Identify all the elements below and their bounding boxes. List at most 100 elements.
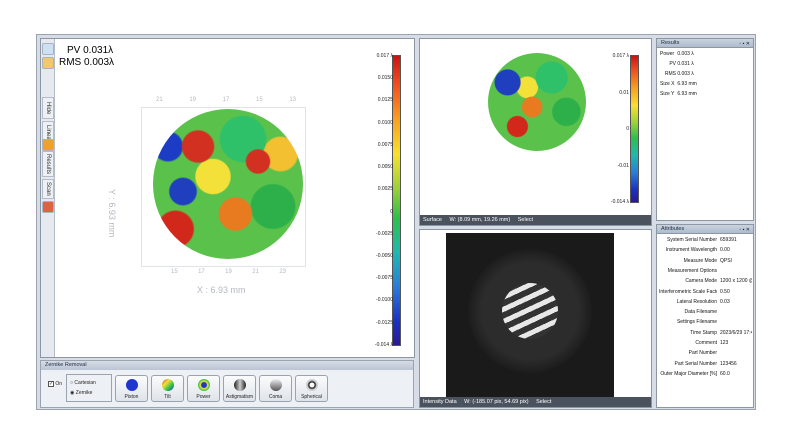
results-header: Results ▫ ▪ ✕ (657, 39, 753, 48)
colorbar-tick: -0.0100 (376, 297, 393, 304)
attribute-value: 123456 (720, 360, 737, 367)
top-tick-labels: 21 19 17 15 13 (156, 97, 296, 103)
colorbar-tick: -0.0050 (376, 252, 393, 259)
colorbar-tick: 0.017 λ (612, 53, 629, 59)
attribute-row: Comment 123 (659, 340, 753, 348)
attribute-label: Instrument Wavelength (665, 247, 717, 254)
rms-value: RMS 0.003λ (59, 57, 115, 68)
colorbar-tick: 0.0150 (377, 75, 393, 82)
result-unit: mm (688, 91, 697, 97)
attribute-label: Measure Mode (683, 257, 717, 264)
bottom-tick-labels: 15 17 19 21 23 (171, 269, 286, 275)
tilt-icon (162, 379, 174, 391)
small-colorbar (630, 55, 639, 203)
colorbar-tick: 0.0075 (377, 141, 393, 148)
colorbar-tick: 0 (390, 208, 393, 215)
zernike-radio[interactable]: ◉ Zernike (70, 390, 93, 396)
piston-label: Piston (124, 394, 139, 400)
attribute-label: Lateral Resolution (676, 298, 717, 305)
view-tool-icon[interactable] (42, 43, 54, 55)
colorbar-tick: 0.0125 (377, 97, 393, 104)
attribute-label: Comment (695, 340, 717, 346)
surface-3d-panel[interactable]: Hide Linear Results Scan PV 0.031λ RMS 0… (40, 38, 415, 358)
tab-hide[interactable]: Hide (42, 97, 54, 119)
chart-tool-icon[interactable] (42, 201, 54, 213)
status-mode: Select (517, 217, 534, 223)
power-button[interactable]: Power (187, 375, 220, 402)
colorbar-tick: 0.0100 (377, 119, 393, 126)
pv-value: PV 0.031λ (67, 45, 114, 56)
metrology-app-window: Hide Linear Results Scan PV 0.031λ RMS 0… (36, 34, 756, 410)
attribute-label: Interferometric Scale Factor (659, 288, 717, 295)
attribute-row: System Serial Number 659391 (659, 237, 753, 245)
zernike-removal-panel: Zernike Removal ✓ On ○ Cartesian ◉ Zerni… (40, 360, 414, 408)
colorbar-tick: -0.01 (617, 162, 629, 169)
result-value: 6.93 (677, 91, 688, 97)
attribute-label: Measurement Options (667, 267, 717, 274)
left-toolstrip: Hide Linear Results Scan (41, 39, 55, 357)
result-label: RMS (664, 71, 676, 77)
piston-button[interactable]: Piston (115, 375, 148, 402)
zernike-label: Zernike (75, 390, 93, 396)
attribute-row: Lateral Resolution 0.03 (659, 299, 753, 307)
colorbar-tick: -0.014 λ (610, 199, 629, 205)
bottom-tick: 21 (252, 269, 259, 275)
main-colorbar-ticks: 0.017 λ 0.0150 0.0125 0.0100 0.0075 0.00… (371, 53, 393, 348)
cartesian-zernike-group: ○ Cartesian ◉ Zernike (66, 374, 112, 402)
panel-controls-icon[interactable]: ▫ ▪ ✕ (739, 227, 750, 233)
result-value: 0.003 (677, 71, 690, 77)
attribute-row: Time Stamp 2023/6/29 17:4 (659, 330, 753, 338)
on-checkbox[interactable]: ✓ On (48, 381, 63, 387)
surface-2d-panel[interactable]: 0.017 λ 0.01 0 -0.01 -0.014 λ Surface W:… (419, 38, 652, 226)
cartesian-radio[interactable]: ○ Cartesian (70, 380, 96, 386)
result-row-power: Power 0.003 λ (660, 51, 694, 57)
results-panel: Results ▫ ▪ ✕ Power 0.003 λ PV 0.031 λ R… (656, 38, 754, 221)
coma-button[interactable]: Coma (259, 375, 292, 402)
astigmatism-button[interactable]: Astigmatism (223, 375, 256, 402)
tilt-button[interactable]: Tilt (151, 375, 184, 402)
panel-controls-icon[interactable]: ▫ ▪ ✕ (739, 41, 750, 47)
power-label: Power (196, 394, 211, 400)
result-row-size-x: Size X 6.93 mm (660, 81, 697, 87)
attribute-row: Data Filename (659, 309, 753, 317)
attribute-row: Measurement Options (659, 268, 753, 276)
astigmatism-label: Astigmatism (225, 394, 254, 400)
bottom-tick: 19 (225, 269, 232, 275)
zernike-title: Zernike Removal (41, 361, 413, 370)
bottom-tick: 23 (279, 269, 286, 275)
top-tick: 15 (255, 97, 263, 103)
result-unit: λ (691, 61, 694, 67)
colorbar-tick: -0.0075 (376, 275, 393, 282)
tab-scan[interactable]: Scan (42, 179, 54, 199)
x-axis-label: X : 6.93 mm (197, 285, 246, 295)
intensity-image (446, 233, 614, 397)
attribute-value: 2023/6/29 17:4 (720, 329, 752, 336)
attribute-value: 123 (720, 340, 729, 346)
colorbar-tick: 0 (626, 126, 629, 132)
top-tick: 17 (222, 97, 230, 103)
intensity-panel[interactable]: Intensity Data W: (-185.07 pix, 54.69 pi… (419, 229, 652, 408)
tab-results[interactable]: Results (42, 151, 54, 177)
attribute-row: Outer Major Diameter [%] 60.0 (659, 371, 753, 379)
colorbar-tick: 0.0025 (377, 186, 393, 193)
attribute-value: 0.50 (720, 288, 730, 295)
attribute-label: System Serial Number (666, 237, 717, 243)
attribute-label: Part Serial Number (674, 360, 717, 367)
status-mode: Select (536, 399, 552, 405)
small-colorbar-ticks: 0.017 λ 0.01 0 -0.01 -0.014 λ (610, 53, 629, 205)
coma-label: Coma (268, 394, 283, 400)
colorbar-tick: 0.017 λ (376, 53, 393, 59)
attributes-panel: Attributes ▫ ▪ ✕ System Serial Number 659… (656, 224, 754, 408)
spherical-button[interactable]: Spherical (295, 375, 328, 402)
result-unit: λ (691, 51, 694, 57)
attribute-label: Part Number (688, 350, 717, 357)
colorbar-tick: -0.0125 (376, 319, 393, 326)
attribute-value: 0.00 (720, 247, 730, 254)
bottom-tick: 17 (198, 269, 205, 275)
result-label: PV (669, 61, 676, 67)
result-value: 0.031 (677, 61, 690, 67)
attribute-label: Data Filename (684, 309, 717, 316)
color-tool-icon[interactable] (42, 57, 54, 69)
results-icon[interactable] (42, 139, 54, 151)
bottom-tick: 15 (171, 269, 178, 275)
